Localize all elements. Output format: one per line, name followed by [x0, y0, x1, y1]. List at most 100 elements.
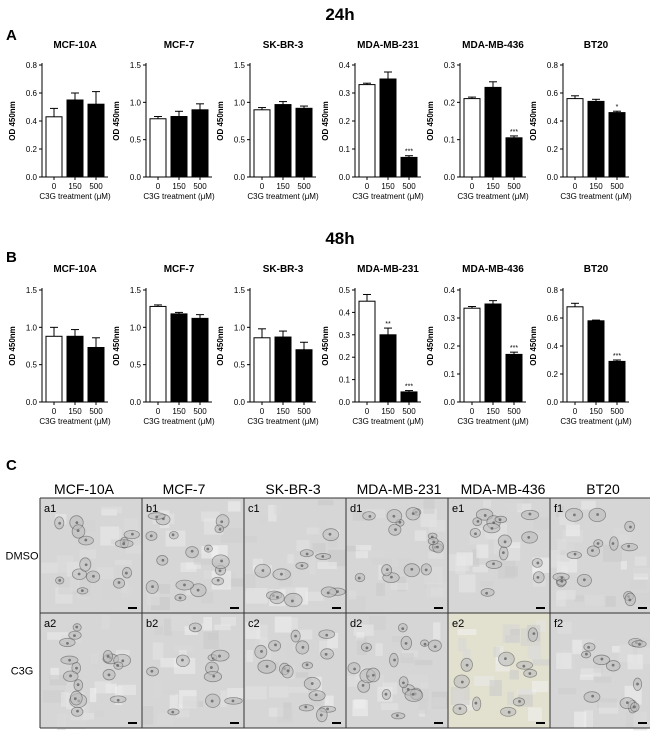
micrograph-texture — [555, 591, 566, 607]
micrograph-texture — [574, 711, 587, 728]
micrograph-texture — [635, 593, 650, 605]
micrograph-texture — [429, 519, 446, 532]
micrograph-texture — [101, 614, 110, 630]
micrograph-texture — [163, 618, 173, 636]
significance-marker: *** — [510, 129, 518, 136]
micrograph-texture — [380, 703, 399, 710]
micrograph-texture — [174, 645, 193, 653]
scale-bar — [434, 607, 443, 609]
micrograph: d2 — [346, 613, 451, 728]
micrograph-texture — [375, 674, 384, 687]
micrograph-texture — [585, 594, 604, 606]
micrograph-texture — [533, 659, 553, 666]
cell-nucleus — [209, 666, 213, 669]
micrograph-texture — [448, 554, 470, 572]
cell-nucleus — [498, 518, 502, 522]
x-tick-label: 0 — [52, 182, 57, 191]
micrograph-texture — [57, 713, 66, 731]
micrograph-texture — [532, 561, 540, 578]
cell-nucleus — [75, 666, 78, 670]
cell-nucleus — [404, 641, 408, 645]
y-tick-label: 0.5 — [234, 361, 246, 370]
cell-nucleus — [600, 657, 604, 661]
micrograph-texture — [533, 517, 550, 530]
micrograph-row-label: DMSO — [6, 551, 39, 563]
x-tick-label: 0 — [365, 407, 370, 416]
cell-nucleus — [58, 521, 62, 525]
x-tick-label: 150 — [381, 182, 395, 191]
micrograph-texture — [42, 690, 64, 703]
y-tick-label: 0.5 — [234, 136, 246, 145]
panel-label-b: B — [6, 249, 17, 266]
micrograph-texture — [375, 643, 383, 656]
micrograph-texture — [509, 669, 519, 680]
significance-marker: *** — [405, 149, 413, 156]
cell-nucleus — [274, 643, 277, 647]
timepoint-title-24h: 24h — [325, 5, 354, 24]
bar — [587, 320, 605, 403]
micrograph-texture — [182, 696, 200, 711]
micrograph-texture — [152, 642, 164, 660]
micrograph-texture — [633, 711, 648, 731]
bar — [295, 349, 313, 403]
y-tick-label: 1.5 — [234, 61, 246, 70]
micrograph-texture — [620, 561, 627, 570]
y-tick-label: 0.4 — [339, 308, 351, 317]
cell-nucleus — [392, 514, 396, 518]
cell-nucleus — [76, 529, 80, 533]
micrograph-texture — [244, 574, 256, 592]
micrograph-texture — [100, 506, 122, 513]
y-tick-label: 0.0 — [130, 398, 142, 407]
y-tick-label: 0.4 — [26, 117, 38, 126]
micrograph-texture — [305, 591, 324, 602]
micrograph-texture — [356, 632, 365, 641]
scale-bar — [638, 722, 647, 724]
cell-nucleus — [627, 544, 631, 548]
micrograph-texture — [208, 633, 219, 641]
cell-nucleus — [573, 552, 577, 556]
bar — [170, 116, 188, 178]
cell-nucleus — [294, 634, 297, 638]
cell-nucleus — [436, 545, 439, 549]
cell-nucleus — [483, 514, 487, 517]
x-tick-label: 150 — [381, 407, 395, 416]
cell-nucleus — [465, 663, 469, 667]
micrograph-texture — [493, 646, 500, 658]
cell-nucleus — [261, 569, 265, 572]
bar — [45, 335, 63, 403]
y-tick-label: 0.1 — [339, 376, 351, 385]
micrograph-texture — [347, 676, 366, 687]
micrograph-texture — [555, 506, 564, 517]
y-tick-label: 0.8 — [547, 61, 559, 70]
micrograph-texture — [583, 710, 593, 728]
y-tick-label: 1.5 — [26, 286, 38, 295]
x-axis-label: C3G treatment (μM) — [457, 417, 529, 426]
micrograph-texture — [65, 680, 74, 696]
micrograph-texture — [428, 552, 444, 559]
bar — [253, 337, 271, 403]
x-tick-label: 0 — [260, 407, 265, 416]
micrograph-texture — [599, 702, 619, 714]
x-axis-label: C3G treatment (μM) — [352, 192, 424, 201]
cell-nucleus — [107, 673, 111, 677]
cell-nucleus — [286, 669, 290, 673]
scale-bar — [128, 722, 137, 724]
micrograph-texture — [200, 511, 220, 522]
y-tick-label: 1.5 — [234, 286, 246, 295]
micrograph-texture — [146, 591, 160, 606]
micrograph-label: d2 — [350, 618, 362, 630]
cell-nucleus — [150, 669, 154, 673]
y-tick-label: 1.0 — [130, 98, 142, 107]
micrograph-texture — [125, 545, 144, 554]
chart-title: MCF-7 — [164, 40, 195, 51]
x-tick-label: 0 — [156, 182, 161, 191]
cell-nucleus — [84, 538, 88, 542]
scale-bar — [638, 607, 647, 609]
micrograph-texture — [352, 699, 368, 717]
micrograph-texture — [472, 564, 489, 573]
micrograph-texture — [245, 686, 267, 700]
micrograph-texture — [285, 642, 297, 659]
micrograph-texture — [227, 501, 241, 512]
